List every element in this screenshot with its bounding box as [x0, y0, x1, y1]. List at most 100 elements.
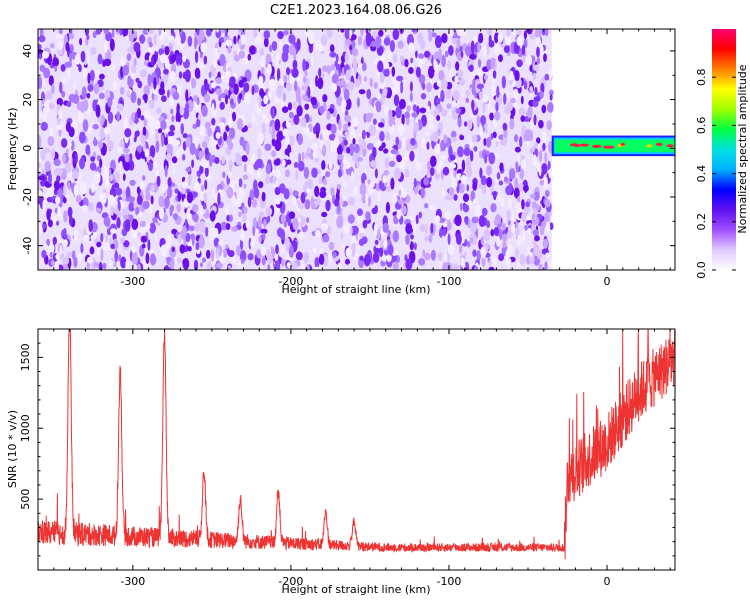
spectrogram-cell — [303, 166, 310, 179]
spectrogram-cell — [476, 114, 481, 128]
spectrogram-cell — [409, 150, 415, 162]
spectrogram-cell — [176, 53, 180, 66]
spectrogram-cell — [377, 92, 381, 100]
spectrogram-cell — [462, 204, 470, 213]
spectrogram-cell — [78, 252, 82, 262]
spectrogram-cell — [133, 30, 138, 39]
spectrogram-cell — [453, 194, 458, 201]
spectrogram-cell — [198, 150, 202, 162]
spectrogram-cell — [204, 78, 208, 86]
spectrogram-cell — [84, 29, 90, 37]
spectrogram-cell — [110, 228, 117, 234]
spectrogram-cell — [82, 205, 89, 213]
spectrogram-cell — [478, 58, 482, 68]
spectrogram-cell — [532, 154, 537, 164]
spectrogram-cell — [396, 154, 402, 163]
spectrogram-cell — [147, 73, 152, 87]
spectrogram-cell — [256, 249, 262, 259]
spectrogram-cell — [375, 35, 382, 48]
spectrogram-cell — [539, 179, 545, 186]
spectrogram-cell — [127, 76, 134, 88]
spectrogram-cell — [42, 199, 46, 211]
spectrogram-cell — [99, 73, 105, 80]
spectrogram-cell — [236, 245, 241, 257]
spectrogram-cell — [92, 31, 97, 39]
spectrogram-cell — [99, 158, 103, 168]
spectrogram-cell — [147, 239, 151, 251]
spectrogram-cell — [288, 135, 295, 146]
spectrogram-cell — [169, 206, 173, 217]
spectrogram-cell — [508, 182, 513, 193]
spectrogram-cell — [386, 49, 392, 60]
spectrogram-cell — [192, 191, 198, 198]
spectrogram-cell — [495, 213, 502, 225]
spectrogram-cell — [405, 234, 410, 245]
spectrogram-cell — [460, 257, 466, 264]
spectrogram-cell — [198, 236, 205, 249]
colorbar-label: Normalized spectral amplitude — [736, 64, 749, 233]
spectrogram-cell — [366, 143, 374, 150]
spectrogram-cell — [533, 114, 537, 126]
spectrogram-cell — [310, 56, 314, 66]
spectrogram-cell — [38, 43, 42, 50]
spectrogram-cell — [124, 153, 130, 163]
spectrogram-cell — [454, 214, 462, 227]
spectrogram-cell — [534, 87, 538, 96]
spectrogram-cell — [74, 53, 81, 65]
spectrogram-cell — [343, 88, 350, 101]
spectrogram-cell — [170, 108, 174, 115]
spectrogram-cell — [134, 131, 138, 139]
spectrogram-cell — [258, 181, 264, 189]
spectrogram-cell — [490, 133, 494, 140]
spectrogram-cell — [139, 220, 147, 228]
spectrogram-cell — [263, 37, 269, 48]
spectrogram-cell — [390, 177, 395, 190]
spectrogram-cell — [44, 160, 51, 172]
spectrogram-cell — [391, 66, 396, 77]
spectrogram-cell — [499, 162, 504, 172]
spectrogram-cell — [170, 54, 177, 63]
spectrogram-cell — [316, 130, 319, 139]
spectrogram-cell — [105, 168, 110, 176]
spectrogram-cell — [114, 171, 121, 183]
spectrogram-cell — [43, 67, 51, 79]
spectrogram-cell — [290, 262, 298, 270]
spectrogram-cell — [267, 264, 271, 270]
spectrogram-cell — [120, 237, 125, 244]
spectrogram-cell — [213, 227, 219, 237]
spectrogram-cell — [430, 249, 436, 261]
spectrogram-cell — [259, 88, 265, 98]
y-tick-label: 40 — [21, 44, 34, 58]
spectrogram-cell — [194, 50, 199, 64]
spectrogram-cell — [61, 90, 66, 98]
spectrogram-cell — [379, 131, 385, 142]
spectrogram-cell — [329, 44, 335, 53]
spectrogram-cell — [452, 136, 457, 143]
spectrogram-cell — [238, 188, 245, 200]
spectrogram-cell — [85, 144, 91, 155]
spectrogram-cell — [418, 58, 423, 69]
spectrogram-cell — [515, 248, 519, 258]
spectrogram-cell — [194, 67, 201, 79]
spectrogram-cell — [411, 112, 418, 118]
spectrogram-cell — [210, 249, 215, 262]
spectrogram-cell — [81, 86, 87, 99]
spectrogram-cell — [167, 130, 175, 137]
spectrogram-cell — [182, 133, 188, 139]
spectrogram-cell — [434, 35, 442, 49]
spectrogram-cell — [447, 59, 452, 70]
spectrogram-cell — [350, 128, 357, 141]
spectrogram-cell — [408, 67, 414, 74]
spectrogram-cell — [167, 30, 172, 42]
spectrogram-cell — [82, 119, 89, 132]
spectrogram-cell — [292, 59, 298, 70]
spectrogram-cell — [174, 121, 181, 131]
spectrogram-cell — [108, 237, 112, 245]
spectrogram-cell — [225, 70, 232, 77]
spectrogram-cell — [478, 215, 486, 227]
spectrogram-cell — [408, 42, 415, 53]
spectrogram-cell — [373, 81, 378, 89]
spectrogram-cell — [538, 150, 543, 163]
spectrogram-cell — [229, 76, 236, 85]
